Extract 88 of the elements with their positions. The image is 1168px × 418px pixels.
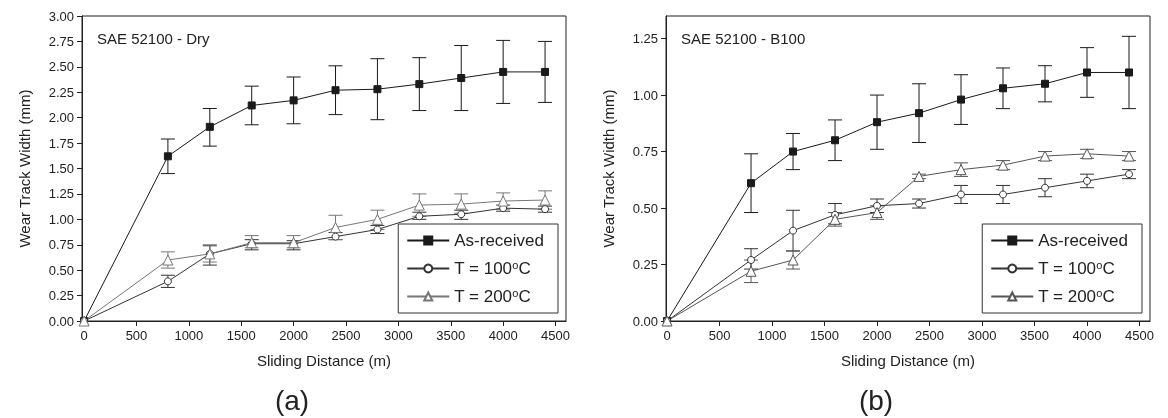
- y-tick-label: 0.50: [48, 262, 74, 278]
- x-tick-label: 4500: [541, 328, 570, 343]
- point: [541, 67, 550, 76]
- x-tick-label: 3000: [383, 328, 413, 343]
- text: (b): [858, 384, 894, 416]
- y-tick-label: 0.25: [632, 257, 658, 273]
- point: [915, 199, 924, 208]
- y-tick-label: 1.25: [632, 31, 658, 47]
- y-tick-label: 2.00: [48, 110, 74, 126]
- x-axis-title: Sliding Distance (m): [256, 352, 392, 369]
- x-tick-label: 4000: [488, 328, 518, 343]
- point: [371, 213, 383, 225]
- x-tick-label: 3500: [1020, 328, 1049, 343]
- text: SAE 52100 - Dry: [97, 30, 211, 47]
- point: [499, 67, 508, 76]
- point: [163, 277, 172, 286]
- x-tick-label: 0: [663, 328, 671, 343]
- point: [163, 152, 172, 161]
- point: [331, 86, 340, 95]
- point: [999, 190, 1008, 199]
- x-tick-label: 500: [708, 328, 731, 343]
- point: [539, 194, 551, 206]
- x-tick-label: 2000: [279, 328, 309, 343]
- point: [1125, 68, 1133, 77]
- point: [455, 198, 467, 210]
- x-tick-label: 4000: [1072, 328, 1102, 343]
- point: [747, 179, 756, 188]
- legend-label: As-received: [454, 231, 545, 250]
- x-tick-label: 1500: [226, 328, 256, 343]
- y-tick-label: 0.25: [48, 288, 74, 304]
- x-tick-label: 500: [125, 328, 148, 343]
- y-tick-label: 0.00: [632, 313, 658, 329]
- x-tick-label: 4500: [1125, 328, 1154, 343]
- point: [415, 80, 424, 89]
- y-tick-label: 2.25: [48, 84, 74, 100]
- text: SAE 52100 - B100: [681, 30, 806, 47]
- point: [747, 256, 756, 264]
- point: [541, 205, 550, 214]
- point: [789, 226, 798, 235]
- point: [999, 84, 1008, 93]
- x-tick-label: 3000: [967, 328, 997, 343]
- y-tick-label: 2.50: [48, 59, 74, 75]
- point: [289, 96, 298, 105]
- point: [1083, 176, 1092, 185]
- point: [915, 109, 924, 118]
- point: [373, 225, 382, 234]
- point: [1041, 79, 1050, 88]
- x-tick-label: 1000: [757, 328, 787, 343]
- point: [831, 136, 840, 145]
- point: [457, 74, 466, 83]
- point: [787, 254, 799, 266]
- point: [457, 210, 466, 219]
- y-tick-label: 0.00: [48, 313, 74, 329]
- point: [247, 101, 256, 110]
- y-tick-label: 1.50: [48, 161, 74, 176]
- y-tick-label: 0.50: [632, 200, 658, 216]
- legend-label: As-received: [1038, 231, 1129, 250]
- x-tick-label: 0: [80, 328, 88, 343]
- point: [957, 190, 966, 199]
- point: [789, 147, 798, 156]
- y-tick-label: 1.25: [48, 186, 74, 202]
- y-tick-label: 0.75: [632, 144, 658, 160]
- x-tick-label: 2000: [862, 328, 892, 343]
- x-tick-label: 3500: [436, 328, 466, 343]
- point: [415, 212, 424, 221]
- x-tick-label: 1500: [810, 328, 839, 343]
- point: [331, 232, 340, 241]
- y-axis-title: Wear Track Width (mm): [600, 89, 617, 248]
- y-tick-label: 3.00: [48, 8, 74, 24]
- x-tick-label: 1000: [174, 328, 204, 343]
- y-tick-label: 2.75: [48, 33, 74, 49]
- y-axis-title: Wear Track Width (mm): [16, 89, 33, 248]
- text: (a): [274, 384, 310, 416]
- point: [957, 95, 966, 104]
- point: [1041, 183, 1050, 192]
- y-tick-label: 1.75: [48, 135, 74, 151]
- y-tick-label: 1.00: [632, 87, 658, 103]
- point: [745, 265, 757, 277]
- y-tick-label: 0.75: [48, 237, 74, 253]
- point: [1083, 68, 1092, 77]
- x-tick-label: 2500: [331, 328, 361, 343]
- y-tick-label: 1.00: [48, 211, 74, 227]
- point: [873, 118, 882, 127]
- point: [373, 85, 382, 94]
- x-tick-label: 2500: [915, 328, 944, 343]
- point: [413, 199, 425, 211]
- point: [205, 122, 214, 131]
- x-axis-title: Sliding Distance (m): [840, 352, 976, 369]
